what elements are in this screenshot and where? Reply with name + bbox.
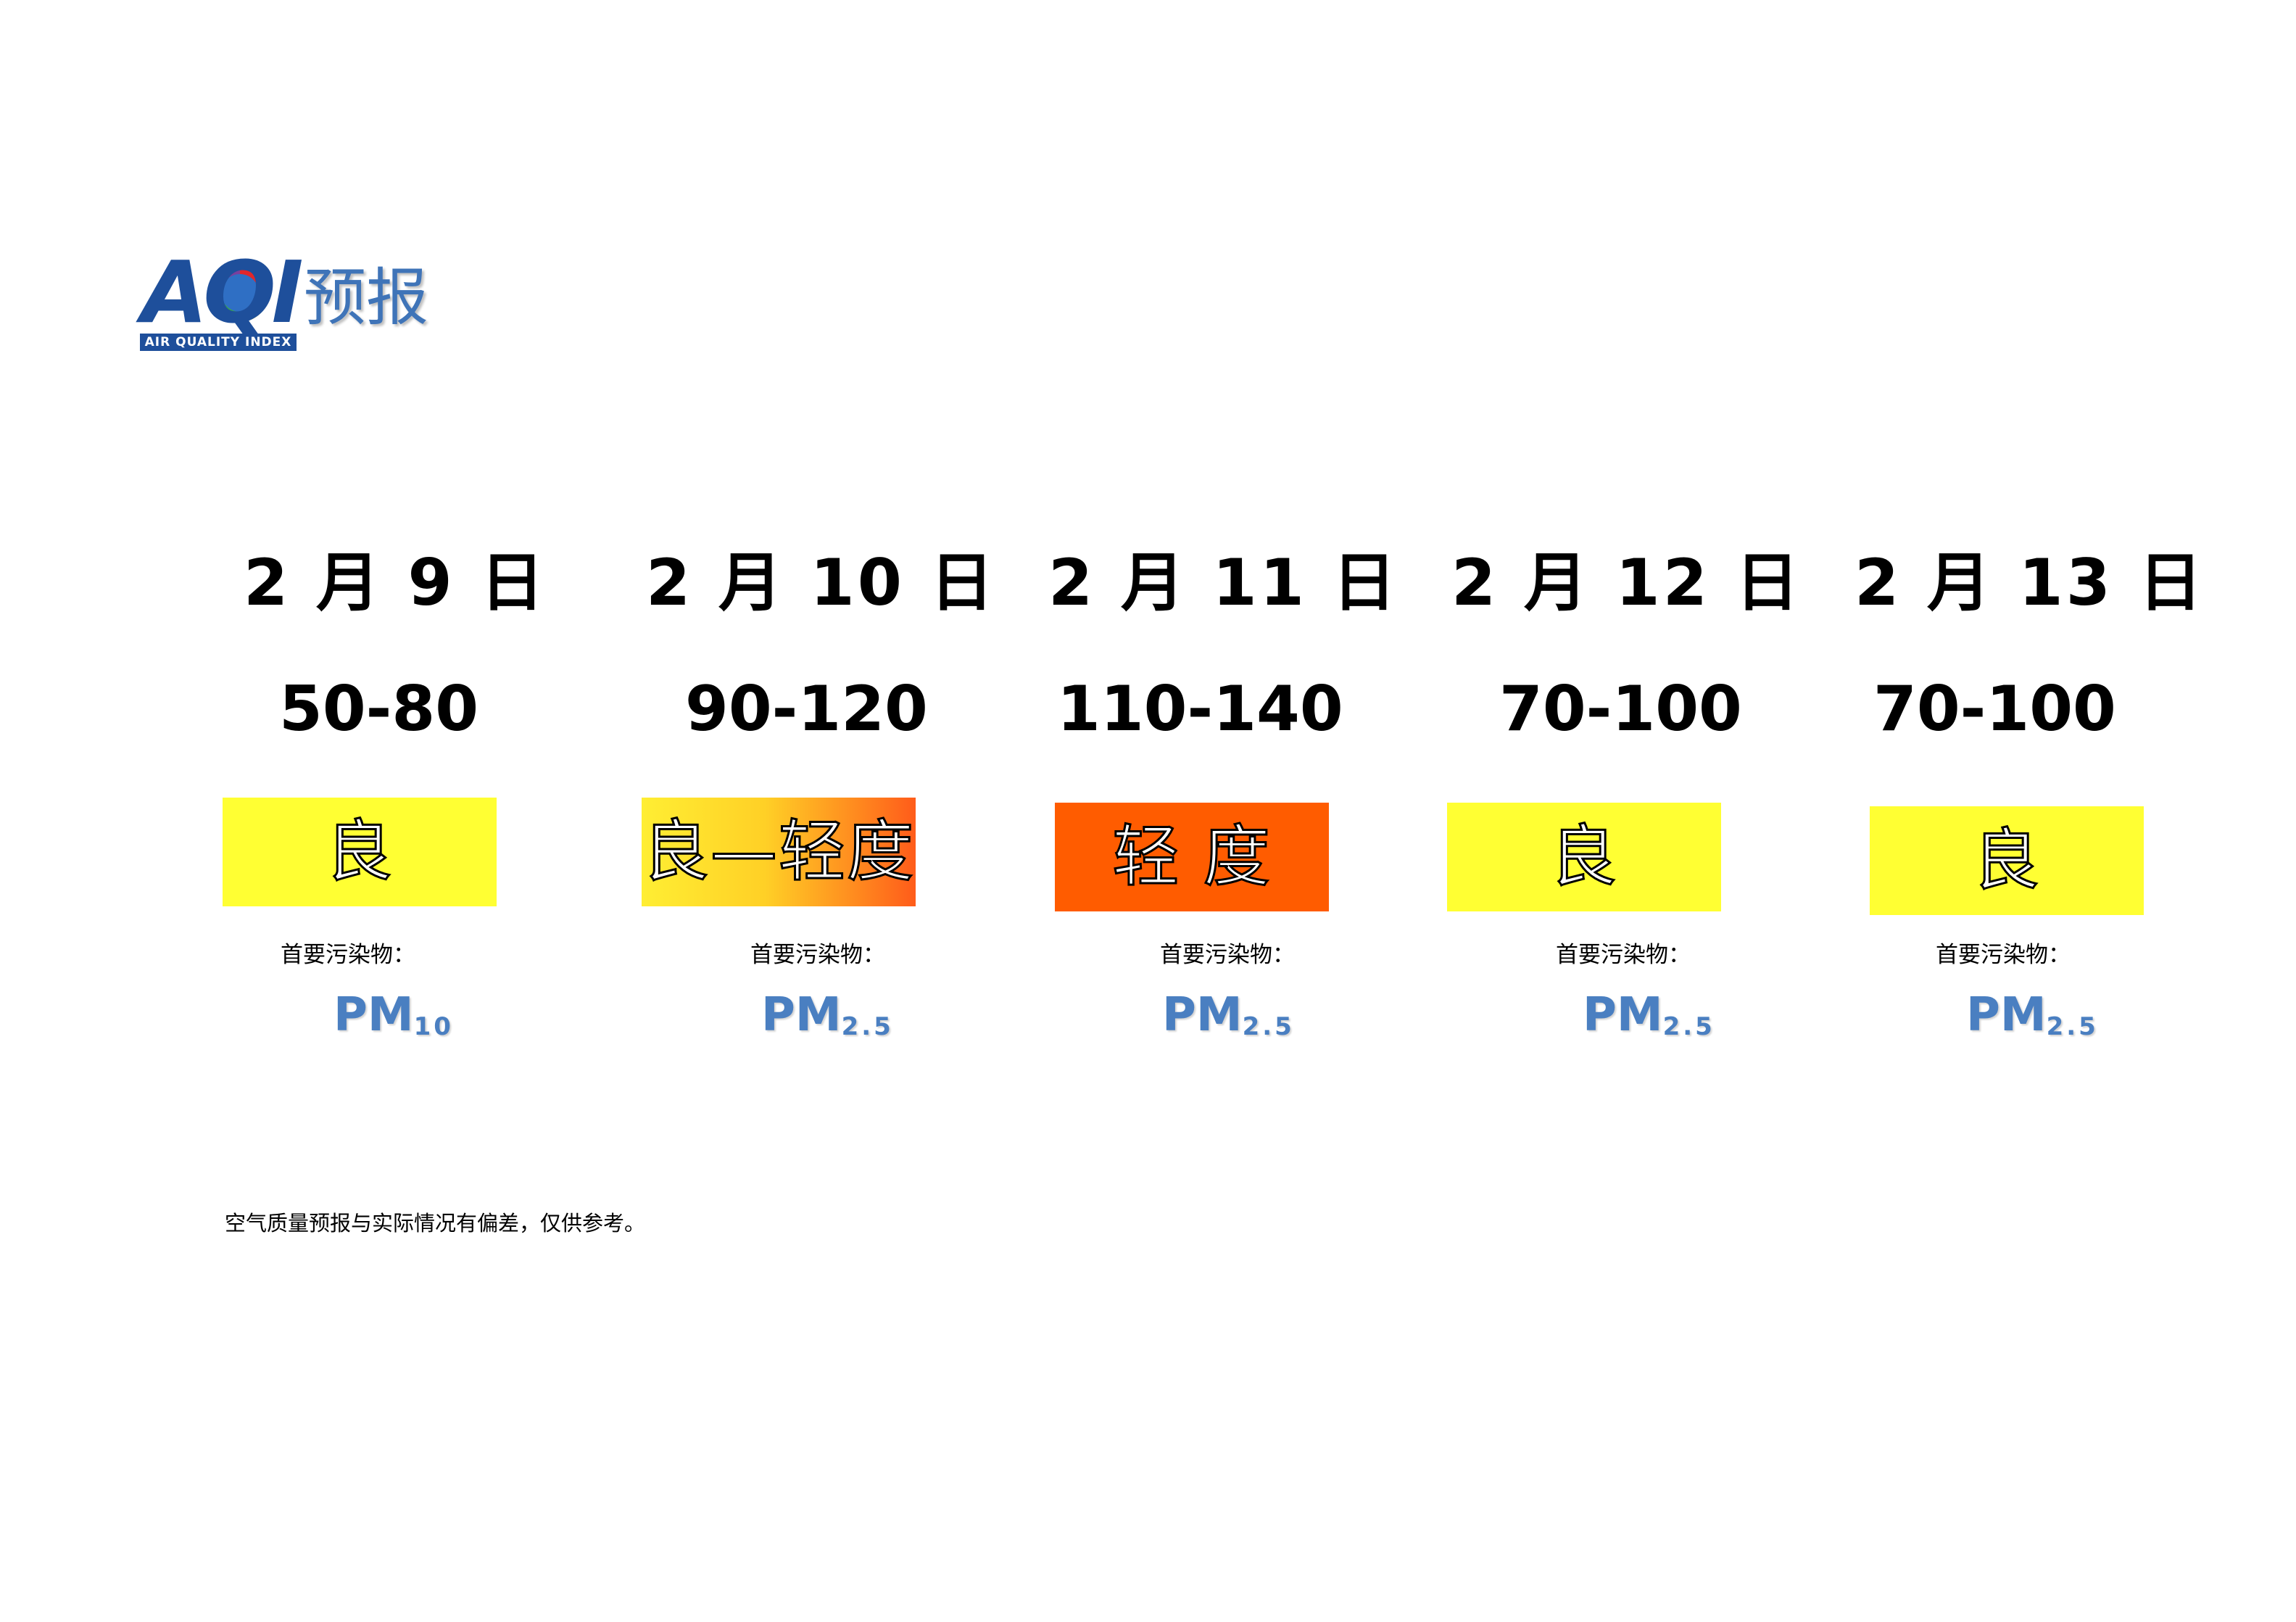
forecast-date: 2 月 11 日	[1048, 545, 1399, 620]
pollutant-value: PM2.5	[1162, 988, 1295, 1042]
forecast-day-2: 2 月 10 日 90-120 良—轻度 首要污染物： PM2.5	[641, 0, 1048, 1088]
forecast-day-1: 2 月 9 日 50-80 良 首要污染物： PM10	[223, 0, 645, 1088]
pollutant-value: PM2.5	[761, 988, 894, 1042]
logo-tagline: AIR QUALITY INDEX	[140, 334, 297, 351]
level-badge: 良	[223, 798, 497, 906]
forecast-date: 2 月 9 日	[244, 545, 547, 620]
level-badge: 良	[1447, 803, 1721, 911]
aqi-range: 90-120	[685, 673, 928, 745]
pollutant-label: 首要污染物：	[1160, 942, 1295, 968]
level-label: 良—轻度	[641, 813, 915, 890]
forecast-day-5: 2 月 13 日 70-100 良 首要污染物： PM2.5	[1850, 0, 2256, 1088]
level-label: 轻 度	[1111, 818, 1272, 895]
forecast-date: 2 月 10 日	[646, 545, 997, 620]
forecast-date: 2 月 13 日	[1854, 545, 2205, 620]
level-label: 良	[1971, 822, 2041, 899]
pollutant-value: PM2.5	[1583, 988, 1715, 1042]
pollutant-label: 首要污染物：	[281, 942, 415, 968]
forecast-day-4: 2 月 12 日 70-100 良 首要污染物： PM2.5	[1447, 0, 1853, 1088]
level-badge: 良—轻度	[641, 798, 916, 906]
level-badge: 轻 度	[1055, 803, 1329, 911]
aqi-logo-mark: AQI AIR QUALITY INDEX	[140, 249, 304, 355]
pollutant-label: 首要污染物：	[750, 942, 885, 968]
pollutant-value: PM10	[333, 988, 454, 1042]
aqi-logo: AQI AIR QUALITY INDEX 预报	[140, 249, 452, 355]
forecast-date: 2 月 12 日	[1451, 545, 1802, 620]
aqi-range: 70-100	[1499, 673, 1742, 745]
logo-title: 预报	[304, 262, 428, 334]
level-label: 良	[324, 813, 394, 890]
globe-icon	[211, 264, 269, 322]
aqi-range: 50-80	[279, 673, 479, 745]
pollutant-label: 首要污染物：	[1936, 942, 2071, 968]
logo-letters: AQI	[141, 242, 304, 342]
pollutant-label: 首要污染物：	[1556, 942, 1691, 968]
forecast-day-3: 2 月 11 日 110-140 轻 度 首要污染物： PM2.5	[1044, 0, 1450, 1088]
aqi-range: 70-100	[1873, 673, 2116, 745]
level-label: 良	[1549, 818, 1618, 895]
disclaimer-note: 空气质量预报与实际情况有偏差，仅供参考。	[225, 1211, 646, 1236]
level-badge: 良	[1870, 806, 2144, 915]
pollutant-value: PM2.5	[1966, 988, 2099, 1042]
aqi-range: 110-140	[1057, 673, 1343, 745]
